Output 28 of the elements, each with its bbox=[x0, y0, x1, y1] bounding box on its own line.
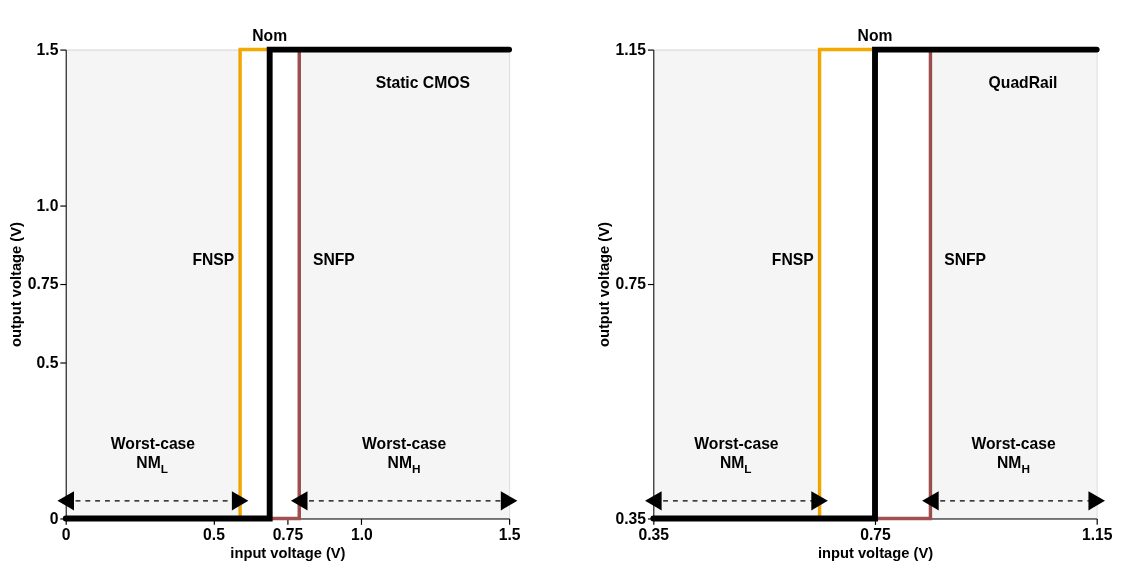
x-tick-label: 1.5 bbox=[498, 525, 521, 543]
y-tick-label: 0.75 bbox=[615, 275, 647, 293]
y-tick-label: 1.15 bbox=[615, 40, 647, 58]
x-tick-label: 0.75 bbox=[860, 525, 892, 543]
y-tick-label: 0.35 bbox=[615, 509, 647, 527]
y-tick-label: 0.5 bbox=[36, 353, 59, 371]
x-tick-label: 0 bbox=[61, 525, 71, 543]
x-tick-label: 0.5 bbox=[203, 525, 226, 543]
x-axis-title: input voltage (V) bbox=[230, 545, 346, 562]
series-label: Nom bbox=[857, 26, 893, 44]
x-tick-label: 1.0 bbox=[350, 525, 373, 543]
y-axis-title: output voltage (V) bbox=[595, 221, 612, 348]
series-label: FNSP bbox=[192, 251, 235, 269]
x-axis-title: input voltage (V) bbox=[817, 545, 934, 562]
y-tick-label: 1.0 bbox=[36, 197, 59, 215]
series-label: SNFP bbox=[944, 251, 987, 269]
y-axis-title: output voltage (V) bbox=[7, 221, 24, 348]
series-label: FNSP bbox=[771, 251, 814, 269]
y-tick-label: 1.5 bbox=[36, 40, 59, 58]
annotation: QuadRail bbox=[988, 73, 1058, 91]
x-tick-label: 0.75 bbox=[272, 525, 304, 543]
y-tick-label: 0 bbox=[49, 509, 59, 527]
series-label: Nom bbox=[252, 26, 288, 44]
y-tick-label: 0.75 bbox=[27, 275, 59, 293]
x-tick-label: 1.15 bbox=[1081, 525, 1113, 543]
series-label: SNFP bbox=[312, 251, 355, 269]
annotation: Static CMOS bbox=[375, 73, 470, 91]
x-tick-label: 0.35 bbox=[638, 525, 670, 543]
